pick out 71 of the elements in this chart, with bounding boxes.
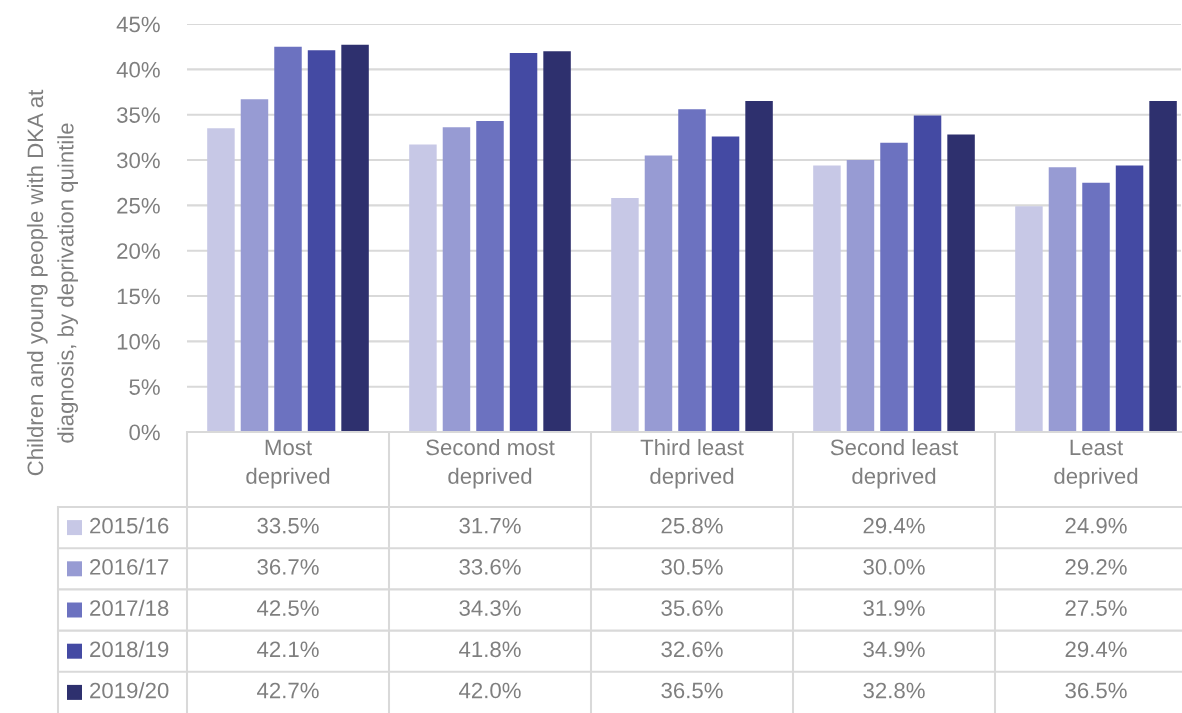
bar [611,198,639,432]
y-tick-label: 25% [117,197,160,214]
bar [745,101,773,432]
bar [644,155,673,432]
y-axis-title: Children and young people with DKA at diagnosis, by deprivation quintile [26,89,78,476]
bar [476,121,504,432]
data-label: 30.5% [661,559,723,575]
legend-label: 2018/19 [90,640,169,658]
data-label: 31.9% [863,600,925,616]
bar [207,128,235,432]
data-label: 33.6% [459,559,521,575]
data-label: 31.7% [459,517,521,534]
x-tick-label: Second least deprived [830,438,959,489]
bar [813,165,841,432]
bar [509,53,538,432]
bar [341,44,369,432]
bar [1082,182,1110,432]
data-label: 29.2% [1065,559,1127,575]
data-label: 34.9% [863,641,925,658]
bar [1115,165,1144,432]
data-label: 35.6% [661,600,723,616]
bar [1048,167,1077,432]
legend-label: 2016/17 [90,558,169,575]
bar [711,136,740,432]
bar [678,109,706,432]
data-label: 29.4% [1065,641,1127,658]
data-label: 42.1% [257,641,319,658]
x-tick-label: Second most deprived [426,438,555,489]
data-label: 42.0% [459,682,521,699]
bar [442,127,471,432]
x-tick-label: Third least deprived [640,438,744,489]
data-label: 36.7% [257,559,319,575]
x-tick-label: Least deprived [1054,439,1138,489]
data-label: 36.5% [661,682,723,699]
data-label: 30.0% [863,559,925,575]
y-tick-label: 20% [117,243,160,259]
data-label: 34.3% [459,600,521,616]
legend-label: 2015/16 [90,517,169,534]
y-tick-label: 35% [116,107,160,123]
y-tick-label: 30% [116,152,160,169]
y-tick-label: 5% [129,379,160,395]
bar [1015,206,1043,432]
bar [880,142,908,432]
bar [1149,101,1177,432]
data-label: 41.8% [459,641,521,658]
y-tick-label: 0% [129,424,160,441]
data-label: 32.8% [863,682,925,699]
bar [409,144,437,432]
bar [274,46,302,432]
y-tick-label: 10% [117,333,160,350]
y-tick-label: 15% [117,288,160,305]
data-label: 36.5% [1065,682,1127,699]
bar [240,99,269,432]
legend-label: 2017/18 [90,599,169,616]
data-label: 42.5% [257,600,319,616]
data-label: 25.8% [661,517,723,534]
data-label: 24.9% [1065,517,1127,534]
y-tick-label: 40% [116,61,160,78]
data-label: 27.5% [1065,600,1127,616]
data-label: 42.7% [257,682,319,699]
bar [913,115,942,432]
bar [846,160,875,432]
data-label: 32.6% [661,641,723,658]
y-tick-label: 45% [116,16,160,33]
bar [307,50,336,432]
bar [947,134,975,432]
bar [543,51,571,432]
data-label: 33.5% [257,517,319,534]
data-label: 29.4% [863,517,925,534]
x-tick-label: Most deprived [246,439,330,489]
legend-label: 2019/20 [90,682,169,699]
